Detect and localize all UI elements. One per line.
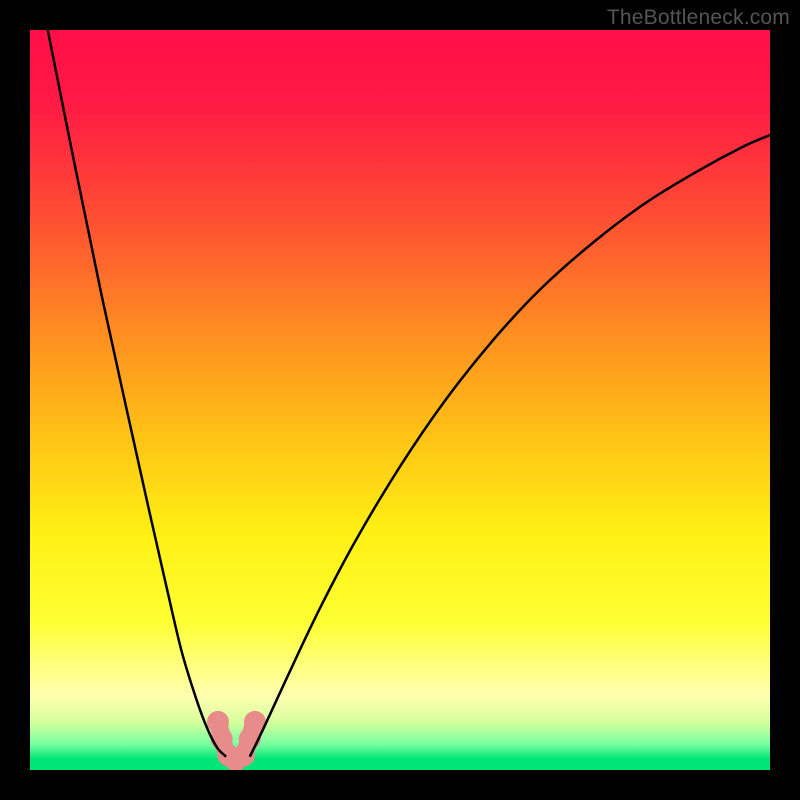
chart-background	[30, 30, 770, 770]
figure-outer: TheBottleneck.com	[0, 0, 800, 800]
plot-area	[30, 30, 770, 770]
watermark-text: TheBottleneck.com	[607, 6, 790, 30]
chart-svg	[30, 30, 770, 770]
